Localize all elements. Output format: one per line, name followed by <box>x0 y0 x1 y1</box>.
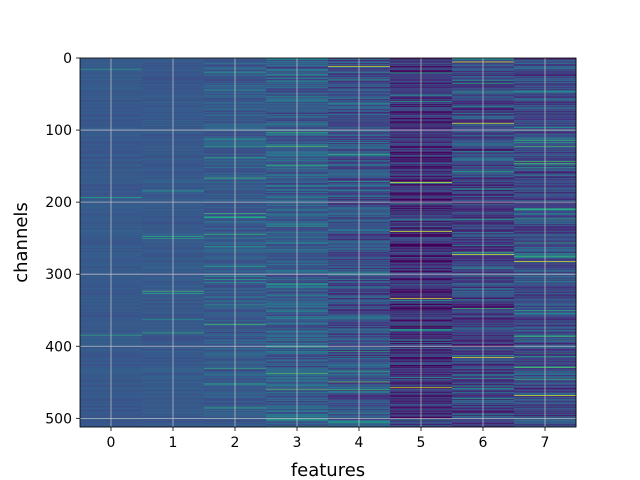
y-tick-label: 400 <box>45 339 72 355</box>
heatmap-cells <box>80 58 577 428</box>
x-tick-label: 3 <box>293 435 302 451</box>
x-tick-label: 2 <box>231 435 240 451</box>
x-tick-label: 4 <box>355 435 364 451</box>
y-tick-label: 200 <box>45 195 72 211</box>
x-tick-label: 0 <box>107 435 116 451</box>
x-tick-label: 6 <box>479 435 488 451</box>
y-tick-label: 500 <box>45 411 72 427</box>
x-tick-label: 1 <box>169 435 178 451</box>
x-axis-label: features <box>291 460 365 480</box>
x-axis-ticks: 0 1 2 3 4 5 6 7 <box>107 427 550 451</box>
y-axis-label: channels <box>11 202 32 283</box>
x-tick-label: 7 <box>541 435 550 451</box>
y-tick-label: 0 <box>63 51 72 67</box>
grid-lines <box>80 57 576 427</box>
y-tick-label: 100 <box>45 123 72 139</box>
plot-frame <box>79 57 577 428</box>
x-tick-label: 5 <box>417 435 426 451</box>
y-tick-label: 300 <box>45 267 72 283</box>
y-axis-ticks: 0 100 200 300 400 500 <box>45 51 80 427</box>
